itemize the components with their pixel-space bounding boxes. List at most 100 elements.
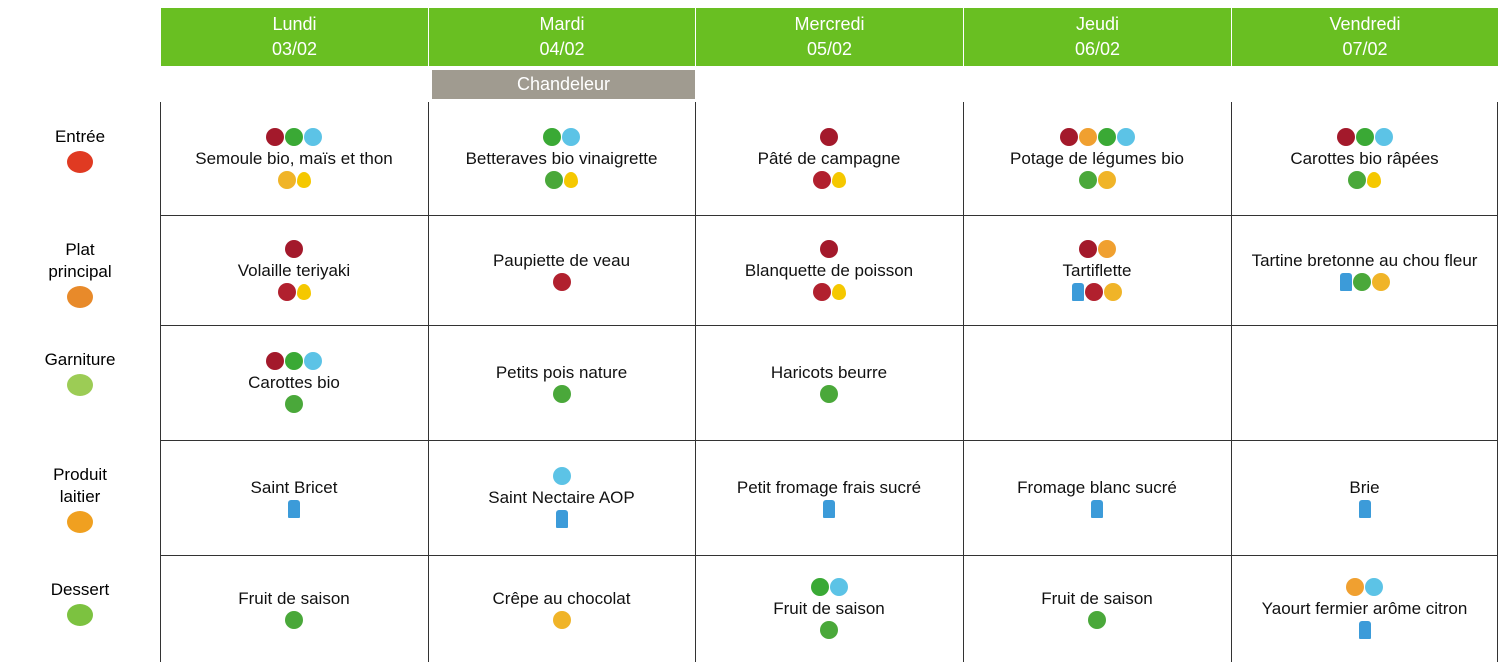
bottom-icons [1348,170,1381,190]
dish-name: Brie [1349,478,1380,497]
day-name: Vendredi [1329,14,1401,34]
icon [1097,239,1116,258]
icon [1072,282,1084,301]
bottom-icons [1358,499,1371,519]
day-header: Jeudi 06/02 [963,8,1231,66]
day-header: Mercredi 05/02 [695,8,963,66]
row-icon [67,604,93,626]
menu-cell: Haricots beurre [695,325,963,440]
column-line [1231,102,1232,662]
icon [285,395,303,413]
icon [1358,500,1371,518]
top-icons [266,127,322,147]
bottom-icons [1339,272,1390,292]
row-label: Dessert [0,575,160,662]
column-line [695,102,696,662]
icon [1097,171,1116,189]
bottom-icons [552,384,571,404]
menu-cell: Saint Nectaire AOP [428,440,695,555]
icon [812,171,831,189]
icon [1104,282,1122,301]
menu-cell: Petits pois nature [428,325,695,440]
menu-cell: Fruit de saison [963,555,1231,662]
dish-name: Semoule bio, maïs et thon [195,149,393,168]
column-line [428,102,429,662]
row-line [160,440,1498,441]
bottom-icons [552,272,571,292]
top-icons [266,351,322,371]
day-date: 07/02 [1342,39,1388,59]
icon [288,500,300,518]
icon [1116,128,1135,146]
dish-name: Volaille teriyaki [237,260,351,280]
bottom-icons [277,282,311,302]
dish-name: Pâté de campagne [757,149,901,168]
icon [820,128,838,146]
icon [285,352,303,370]
menu-cell [1231,325,1498,440]
icon [823,500,835,518]
bottom-icons [277,170,311,190]
dish-name: Saint Nectaire AOP [488,488,635,507]
icon [552,272,571,291]
dish-name: Tartine bretonne au chou fleur [1251,250,1478,270]
bottom-icons [285,610,303,630]
menu-cell: Crêpe au chocolat [428,555,695,662]
icon [1059,128,1078,146]
bottom-icons [555,509,568,529]
bottom-icons [288,499,300,519]
menu-cell: Yaourt fermier arôme citron [1231,555,1498,662]
menu-cell: Blanquette de poisson [695,215,963,325]
row-label: Garniture [0,345,160,440]
icon [266,352,284,370]
top-icons [820,239,838,259]
icon [820,239,838,258]
menu-cell: Potage de légumes bio [963,102,1231,215]
row-icon [67,151,93,173]
icon [296,172,311,188]
icon [552,611,571,629]
menu-cell: Volaille teriyaki [160,215,428,325]
row-label-text: Produit laitier [53,465,107,506]
dish-name: Haricots beurre [770,363,888,382]
dish-name: Carottes bio [248,373,340,392]
row-icon [67,286,93,308]
row-line [160,215,1498,216]
icon [552,467,571,485]
menu-cell [963,325,1231,440]
top-icons [285,239,303,259]
row-label: Produit laitier [0,460,160,555]
menu-cell: Tartiflette [963,215,1231,325]
top-icons [1346,577,1383,597]
icon [1097,128,1116,146]
icon [304,352,322,370]
menu-cell: Semoule bio, maïs et thon [160,102,428,215]
icon [285,128,303,146]
icon [810,578,829,596]
top-icons [810,577,848,597]
menu-cell: Petit fromage frais sucré [695,440,963,555]
day-name: Mercredi [794,14,865,34]
menu-cell: Pâté de campagne [695,102,963,215]
top-icons [1336,127,1393,147]
icon [1078,239,1097,258]
bottom-icons [285,394,303,414]
day-header: Mardi 04/02 [428,8,695,66]
row-label-text: Garniture [44,350,116,369]
dish-name: Fruit de saison [238,589,350,608]
day-name: Mardi [539,14,585,34]
icon [1346,578,1364,596]
icon [552,385,571,403]
dish-name: Saint Bricet [250,478,338,497]
row-label-text: Entrée [54,127,106,146]
icon [1374,128,1393,146]
row-icon [67,511,93,533]
icon [1352,272,1371,291]
dish-name: Yaourt fermier arôme citron [1261,599,1468,618]
bottom-icons [1088,610,1106,630]
top-icons [543,127,580,147]
column-line [160,102,161,662]
icon [285,611,303,629]
day-header: Lundi 03/02 [160,8,428,66]
bottom-icons [820,620,838,640]
